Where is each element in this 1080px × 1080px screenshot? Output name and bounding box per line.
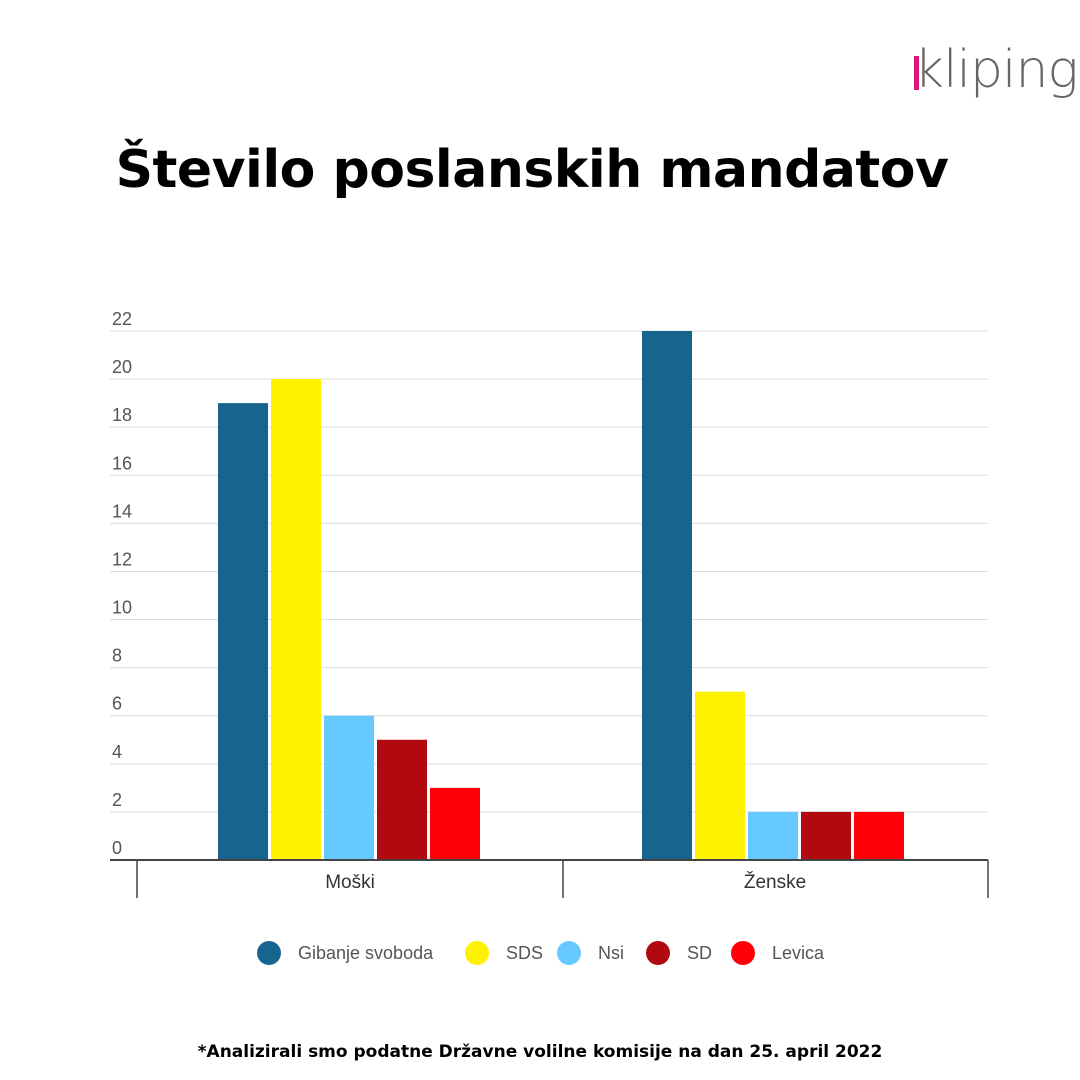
y-tick-label: 18 bbox=[112, 405, 132, 425]
y-tick-label: 16 bbox=[112, 453, 132, 473]
legend: Gibanje svoboda SDS Nsi SD Levica bbox=[257, 941, 825, 965]
kliping-logo: kliping bbox=[914, 40, 1079, 100]
x-axis-category-labels: Moški Ženske bbox=[325, 871, 806, 893]
bar-sd-1 bbox=[801, 811, 851, 860]
x-category-label: Moški bbox=[325, 872, 375, 893]
legend-label: SDS bbox=[506, 943, 543, 963]
bar-sds-1 bbox=[695, 691, 745, 860]
bars bbox=[218, 331, 904, 860]
y-tick-label: 20 bbox=[112, 357, 132, 377]
footnote: *Analizirali smo podatne Državne volilne… bbox=[197, 1042, 883, 1062]
y-tick-label: 10 bbox=[112, 598, 132, 618]
bar-nsi-0 bbox=[324, 715, 374, 860]
y-tick-label: 4 bbox=[112, 742, 122, 762]
bar-levica-1 bbox=[854, 811, 904, 860]
bar-sds-0 bbox=[271, 379, 321, 860]
bar-gibanje-svoboda-1 bbox=[642, 331, 692, 860]
legend-label: Nsi bbox=[598, 943, 624, 963]
y-tick-label: 6 bbox=[112, 694, 122, 714]
legend-label: SD bbox=[687, 943, 712, 963]
x-axis bbox=[110, 859, 989, 898]
logo-accent-bar bbox=[914, 56, 919, 90]
legend-marker bbox=[257, 941, 281, 965]
legend-marker bbox=[731, 941, 755, 965]
x-category-label: Ženske bbox=[744, 871, 806, 893]
bar-gibanje-svoboda-0 bbox=[218, 403, 268, 860]
bar-sd-0 bbox=[377, 739, 427, 860]
bar-nsi-1 bbox=[748, 811, 798, 860]
y-tick-label: 0 bbox=[112, 838, 122, 858]
bar-chart: 0 2 4 6 8 10 12 14 16 18 20 22 Moški Ženske Gibanje … bbox=[110, 309, 989, 965]
legend-label: Gibanje svoboda bbox=[298, 943, 434, 963]
y-tick-label: 14 bbox=[112, 501, 132, 521]
bar-levica-0 bbox=[430, 787, 480, 860]
y-tick-label: 12 bbox=[112, 549, 132, 569]
legend-label: Levica bbox=[772, 943, 825, 963]
chart-title: Število poslanskih mandatov bbox=[115, 140, 949, 200]
y-tick-label: 8 bbox=[112, 646, 122, 666]
legend-marker bbox=[557, 941, 581, 965]
y-tick-label: 2 bbox=[112, 790, 122, 810]
legend-marker bbox=[646, 941, 670, 965]
y-axis-tick-labels: 0 2 4 6 8 10 12 14 16 18 20 22 bbox=[112, 309, 132, 858]
y-tick-label: 22 bbox=[112, 309, 132, 329]
legend-marker bbox=[465, 941, 489, 965]
